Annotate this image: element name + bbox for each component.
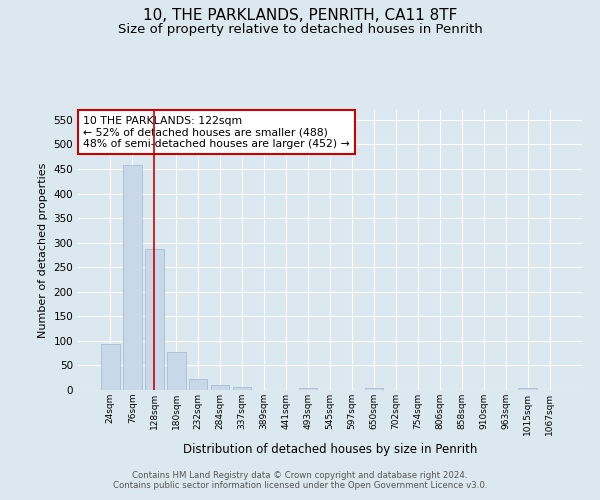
Bar (123, 165, 142, 390)
Text: 10, THE PARKLANDS, PENRITH, CA11 8TF: 10, THE PARKLANDS, PENRITH, CA11 8TF (143, 8, 457, 22)
Text: 10 THE PARKLANDS: 122sqm
← 52% of detached houses are smaller (488)
48% of semi-: 10 THE PARKLANDS: 122sqm ← 52% of detach… (83, 116, 350, 149)
Bar (233, 387, 251, 390)
Bar (167, 352, 185, 390)
Bar (189, 379, 208, 390)
Bar (145, 248, 164, 390)
Bar (365, 388, 383, 390)
Text: Contains HM Land Registry data © Crown copyright and database right 2024.
Contai: Contains HM Land Registry data © Crown c… (113, 470, 487, 490)
Text: Distribution of detached houses by size in Penrith: Distribution of detached houses by size … (183, 442, 477, 456)
Bar (211, 385, 229, 390)
Y-axis label: Number of detached properties: Number of detached properties (38, 162, 48, 338)
Bar (101, 344, 119, 390)
Bar (299, 388, 317, 390)
Bar (518, 388, 537, 390)
Text: Size of property relative to detached houses in Penrith: Size of property relative to detached ho… (118, 22, 482, 36)
